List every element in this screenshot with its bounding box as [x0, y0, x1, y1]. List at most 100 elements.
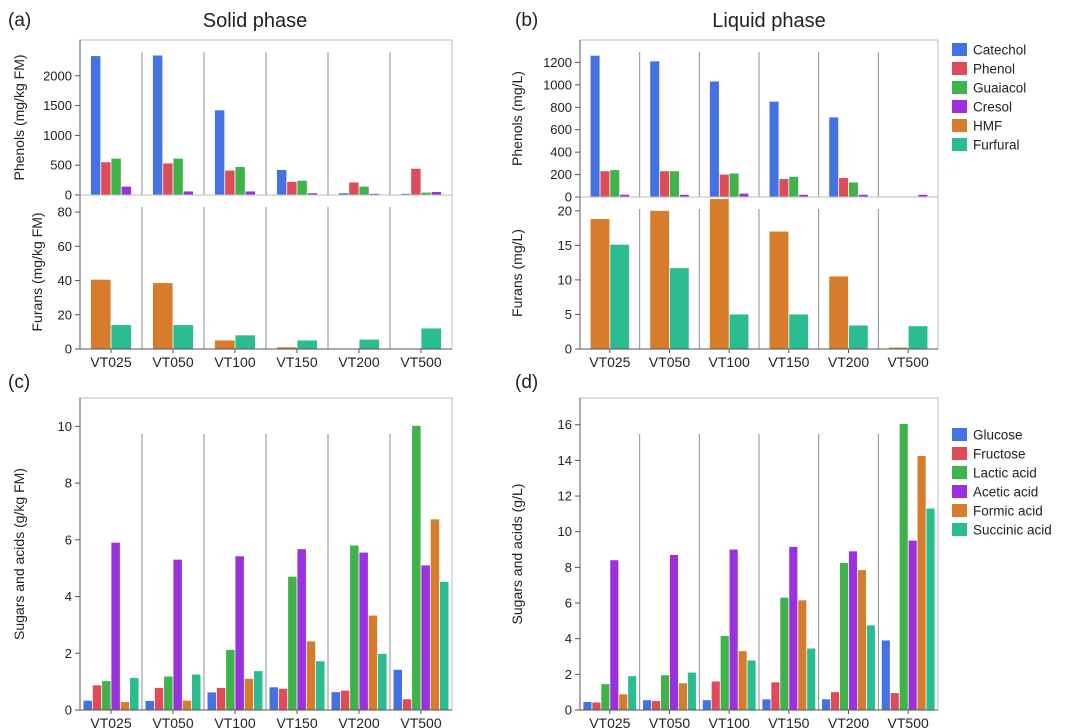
x-tick-label: VT500	[400, 715, 441, 728]
bar-glucose	[583, 701, 592, 710]
bar-glucose	[881, 640, 890, 710]
bar-phenol	[101, 162, 111, 195]
bar-phenol	[163, 163, 173, 195]
y-axis-label: Furans (mg/kg FM)	[29, 212, 45, 331]
bar-cresol	[121, 186, 132, 195]
bar-formic-acid	[244, 678, 254, 710]
bar-acetic-acid	[235, 556, 244, 710]
legend-swatch	[952, 523, 967, 536]
x-tick-label: VT025	[90, 715, 131, 728]
bar-lactic-acid	[102, 681, 111, 710]
x-tick-label: VT050	[649, 715, 690, 728]
y-tick-label: 800	[550, 100, 572, 115]
bar-glucose	[762, 699, 771, 710]
bar-cresol	[858, 194, 868, 197]
x-tick-label: VT200	[338, 715, 379, 728]
y-tick-label: 500	[50, 158, 72, 173]
legend-label: Catechol	[973, 43, 1026, 58]
bar-succinic-acid	[254, 671, 263, 710]
y-tick-label: 2000	[43, 68, 72, 83]
bar-cresol	[799, 194, 809, 197]
y-tick-label: 0	[565, 703, 572, 718]
legend-swatch	[952, 62, 967, 75]
bar-formic-acid	[430, 519, 440, 710]
bar-catechol	[338, 193, 349, 195]
y-tick-label: 12	[558, 489, 572, 504]
bar-acetic-acid	[421, 565, 430, 710]
legend-swatch	[952, 100, 967, 113]
y-tick-label: 1000	[543, 77, 572, 92]
legend-item: Formic acid	[952, 504, 1043, 519]
y-tick-label: 1200	[543, 55, 572, 70]
bar-guaiacol	[173, 158, 183, 195]
bar-succinic-acid	[926, 508, 935, 710]
bar-lactic-acid	[412, 425, 421, 710]
chart-b-phenols: 0 200 400 600 800 1000 1200 Phenols (mg/L)	[509, 39, 939, 205]
bar-formic-acid	[182, 700, 192, 710]
y-tick-label: 1000	[43, 128, 72, 143]
legend-swatch	[952, 466, 967, 479]
y-tick-label: 8	[565, 560, 572, 575]
bar-lactic-acid	[601, 684, 610, 710]
y-tick-label: 20	[558, 203, 572, 218]
bar-hmf	[90, 279, 111, 349]
y-tick-label: 0	[65, 188, 72, 203]
bar-guaiacol	[669, 171, 679, 197]
bar-hmf	[214, 340, 235, 349]
bar-hmf	[709, 199, 729, 349]
bar-catechol	[590, 55, 600, 198]
x-tick-label: VT150	[768, 715, 809, 728]
bar-lactic-acid	[164, 676, 173, 710]
bar-cresol	[369, 193, 380, 195]
legend-phenols-furans: Catechol Phenol Guaiacol Cresol HMF Furfural	[952, 43, 1026, 153]
bar-furfural	[908, 326, 928, 349]
bar-cresol	[307, 193, 318, 195]
legend-swatch	[952, 138, 967, 151]
bar-furfural	[848, 325, 868, 349]
bar-catechol	[152, 55, 163, 195]
bar-succinic-acid	[687, 672, 696, 710]
legend-item: Fructose	[952, 447, 1026, 462]
bar-glucose	[83, 700, 92, 710]
y-tick-label: 0	[565, 190, 572, 205]
y-tick-label: 15	[558, 238, 572, 253]
bar-glucose	[269, 687, 278, 710]
bar-formic-acid	[619, 694, 628, 710]
x-tick-label: VT025	[589, 354, 630, 370]
bar-lactic-acid	[720, 636, 729, 710]
legend-item: Acetic acid	[952, 485, 1038, 500]
bar-phenol	[411, 168, 421, 195]
legend-swatch	[952, 485, 967, 498]
bar-phenol	[225, 170, 235, 195]
bar-hmf	[152, 283, 173, 349]
legend-label: Lactic acid	[973, 466, 1037, 481]
bar-phenol	[779, 179, 789, 197]
bar-hmf	[769, 231, 789, 349]
x-tick-label: VT500	[888, 715, 929, 728]
y-tick-label: 2	[565, 667, 572, 682]
bar-guaiacol	[729, 173, 739, 197]
panel-c-label: (c)	[8, 372, 30, 393]
bar-fructose	[831, 692, 840, 710]
bar-guaiacol	[848, 182, 858, 197]
panel-b-label: (b)	[515, 10, 538, 31]
x-tick-label: VT050	[152, 354, 193, 370]
legend-label: Fructose	[973, 447, 1026, 462]
bar-cresol	[739, 193, 749, 197]
bar-succinic-acid	[747, 660, 756, 710]
bar-succinic-acid	[378, 653, 387, 710]
legend-item: Lactic acid	[952, 466, 1037, 481]
bar-phenol	[349, 182, 359, 195]
legend-swatch	[952, 504, 967, 517]
y-tick-label: 200	[550, 167, 572, 182]
x-tick-label: VT200	[828, 354, 869, 370]
bar-guaiacol	[610, 170, 620, 197]
bar-acetic-acid	[729, 549, 738, 710]
bar-furfural	[235, 335, 256, 349]
bar-catechol	[214, 110, 225, 195]
bar-cresol	[431, 192, 442, 195]
y-tick-label: 400	[550, 145, 572, 160]
y-axis-label: Phenols (mg/L)	[509, 71, 525, 166]
